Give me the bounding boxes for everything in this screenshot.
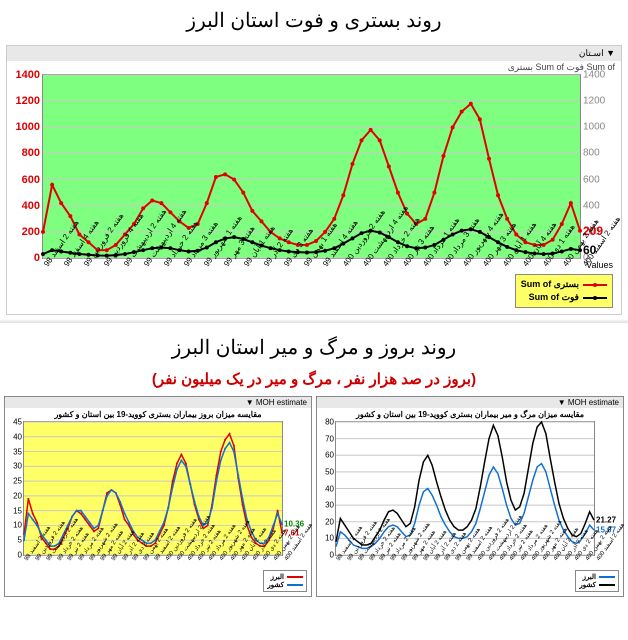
chart2-left-container: MOH estimate ▼ مقایسه میزان بروز بیماران… <box>4 396 312 597</box>
mini-charts-row: MOH estimate ▼ مقایسه میزان بروز بیماران… <box>4 396 624 597</box>
chart2-right-title: مقایسه میزان مرگ و میر بیماران بستری کوو… <box>317 408 623 421</box>
chart1-subheader: Sum of فوت Sum of بستری <box>7 61 621 74</box>
section-divider <box>0 319 628 323</box>
chart2-right-header[interactable]: MOH estimate ▼ <box>317 397 623 408</box>
chart2-left-title: مقایسه میزان بروز بیماران بستری کووید-19… <box>5 408 311 421</box>
chart1-filter-header[interactable]: ▼ اسـتان <box>7 46 621 61</box>
chart1-x-labels: هفته 2 اسفند 98هفته 4 اسفند 98هفته 2 فرو… <box>42 259 581 314</box>
chart1-legend: بستری Sum ofفوت Sum of <box>515 274 613 308</box>
chart2-left-header[interactable]: MOH estimate ▼ <box>5 397 311 408</box>
chart2-right-xlabels: هفته 2 اسفند 98هفته 2 فروردین 99هفته 2 ا… <box>335 556 595 596</box>
chart1-values-caption: Values <box>586 260 613 270</box>
chart2-right-container: MOH estimate ▼ مقایسه میزان مرگ و میر بی… <box>316 396 624 597</box>
chart1-container: ▼ اسـتان Sum of فوت Sum of بستری 0200400… <box>6 45 622 315</box>
subtitle-2: (بروز در صد هزار نفر ، مرگ و میر در یک م… <box>0 368 628 394</box>
chart2-left-legend: البرزکشور <box>263 570 307 592</box>
chart2-right-legend: البرزکشور <box>575 570 619 592</box>
chart2-left-xlabels: هفته 2 اسفند 98هفته 2 فروردین 99هفته 2 ا… <box>23 556 283 596</box>
main-title-2: روند بروز و مرگ و میر استان البرز <box>0 327 628 368</box>
main-title-1: روند بستری و فوت استان البرز <box>0 0 628 41</box>
